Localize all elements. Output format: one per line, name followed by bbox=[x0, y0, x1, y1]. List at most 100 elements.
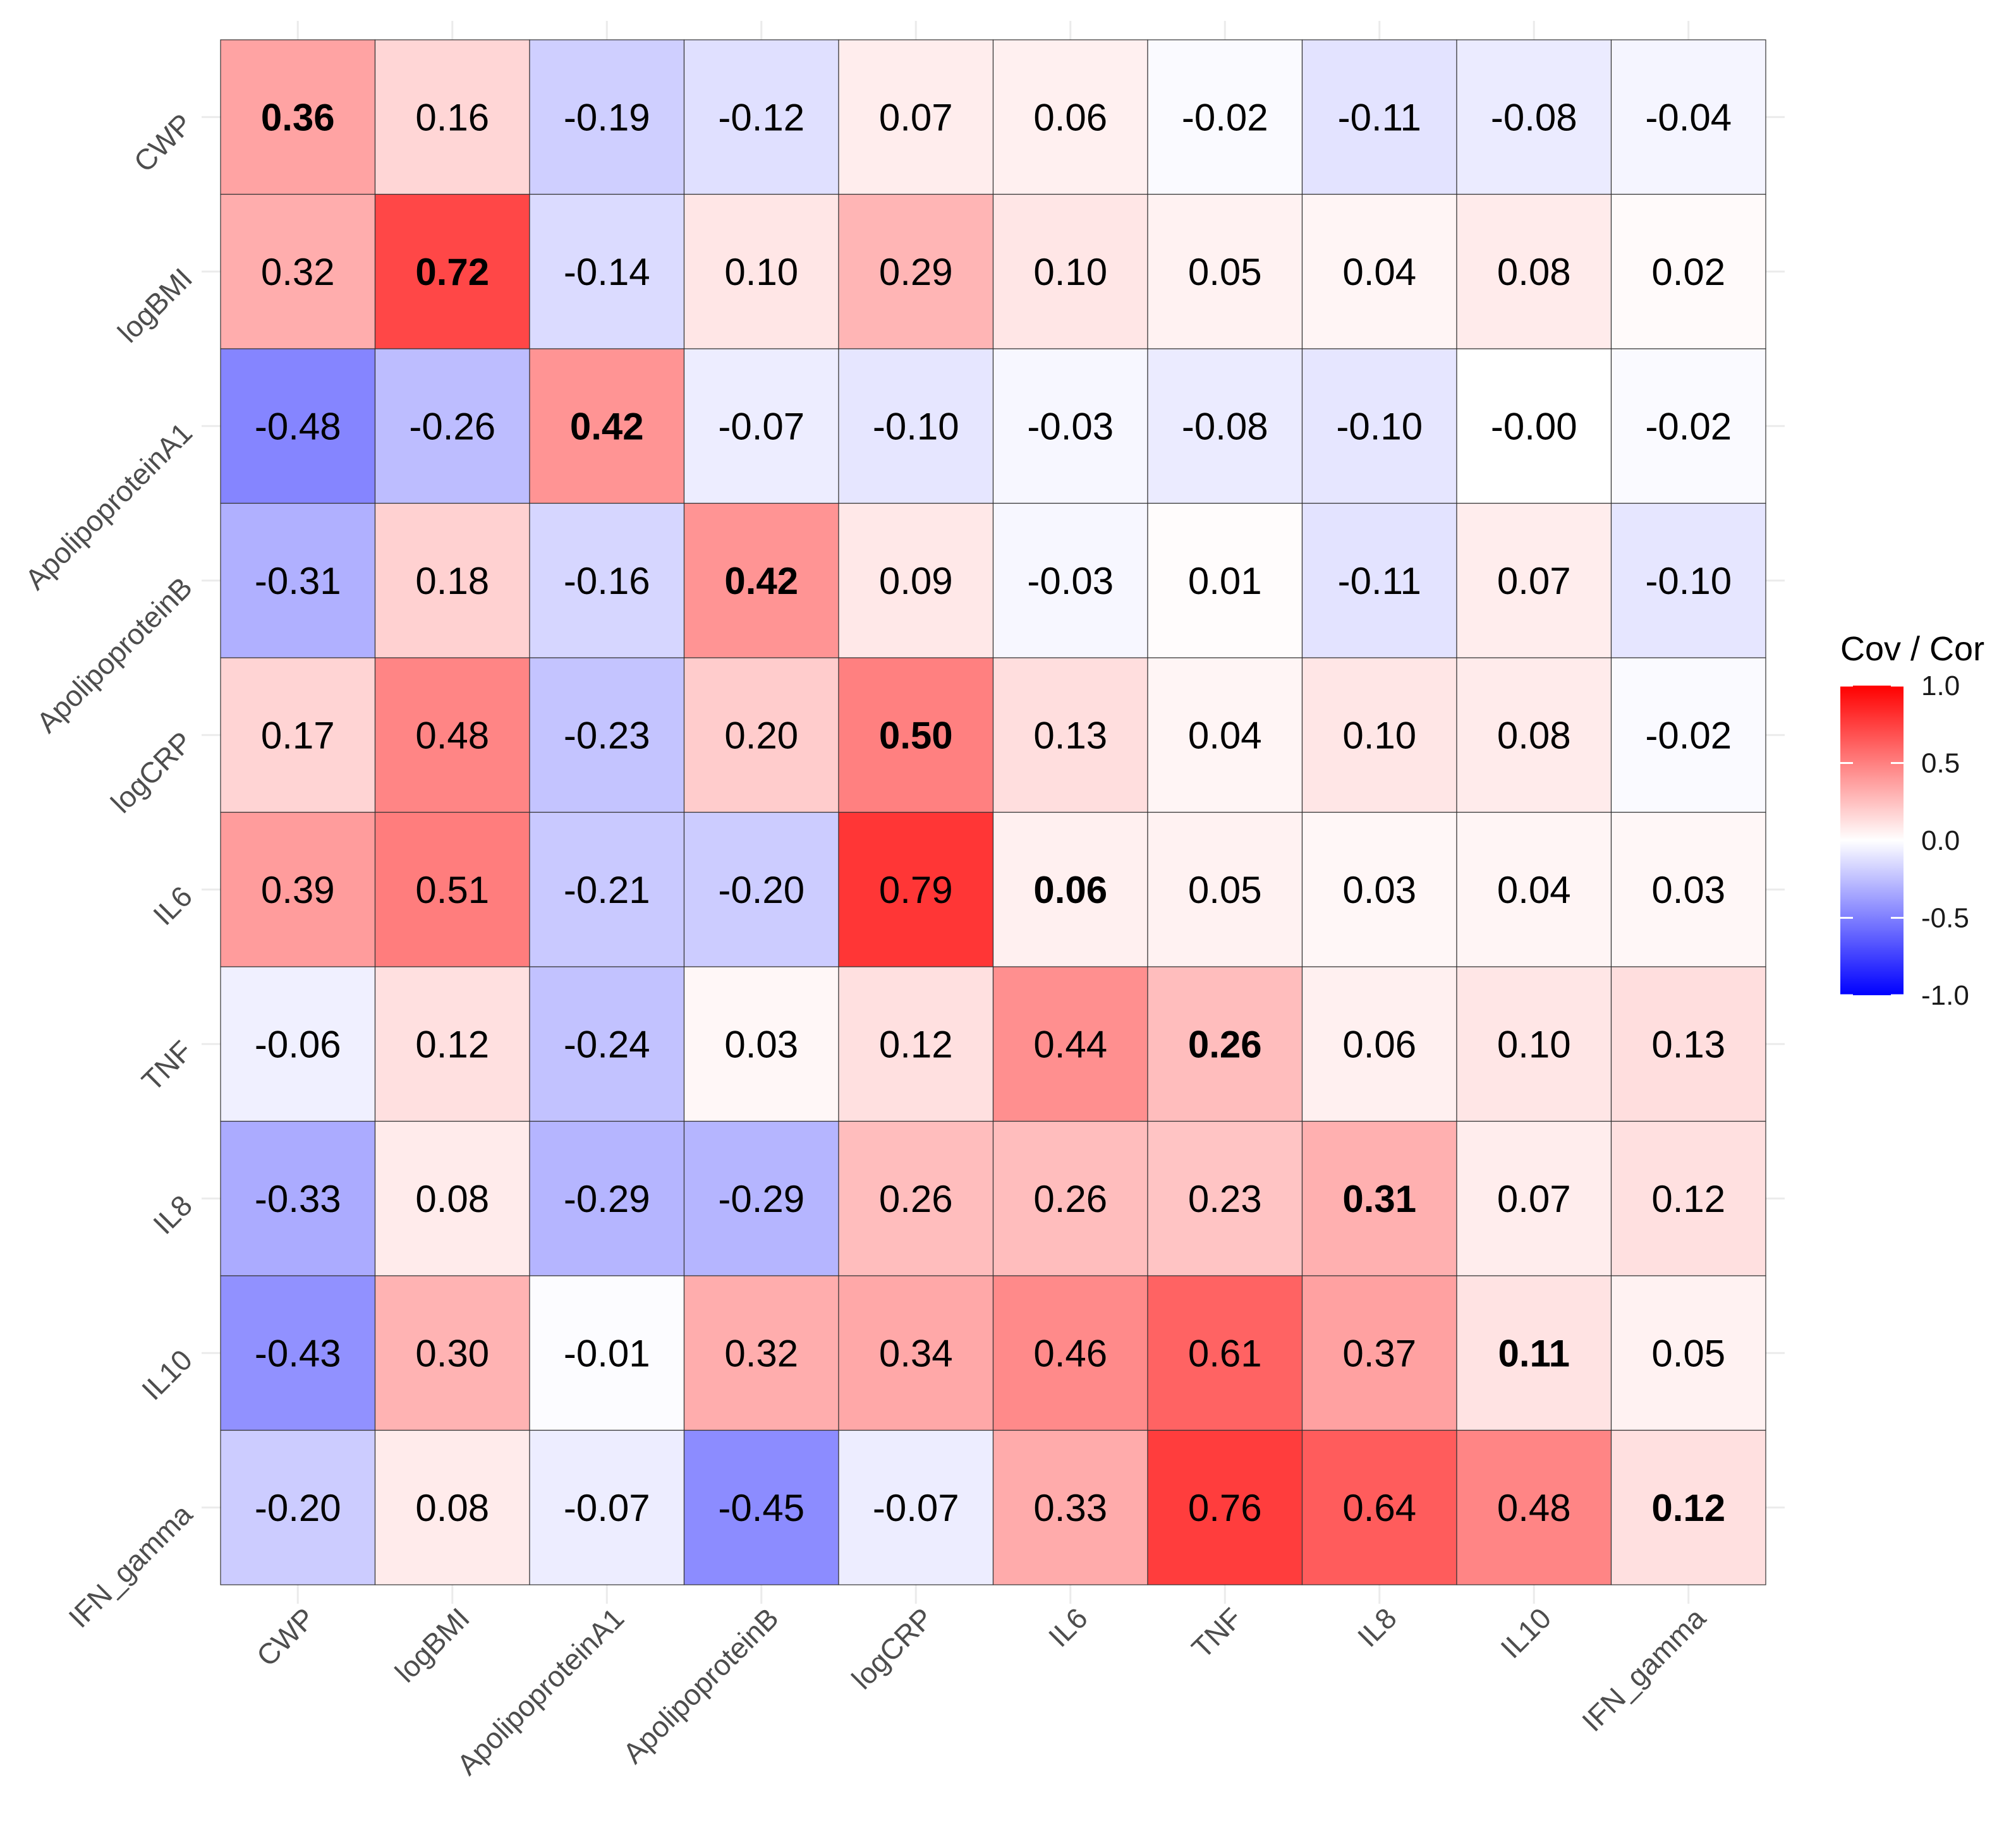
cell-value-label: 0.05 bbox=[1188, 251, 1262, 293]
cell-value-label: 0.04 bbox=[1342, 251, 1416, 293]
heatmap-cell bbox=[1147, 1275, 1303, 1431]
heatmap-cell bbox=[1147, 348, 1303, 504]
cell-value-label: 0.39 bbox=[261, 869, 335, 911]
cell-value-label: 0.76 bbox=[1188, 1487, 1262, 1529]
cell-value-label: 0.06 bbox=[1342, 1023, 1416, 1065]
heatmap-cell bbox=[374, 502, 530, 658]
cell-value-label: 0.09 bbox=[879, 560, 953, 602]
heatmap-cell bbox=[220, 966, 376, 1122]
cell-value-label: 0.01 bbox=[1188, 560, 1262, 602]
heatmap-cell bbox=[683, 1429, 839, 1585]
heatmap-cell bbox=[1610, 657, 1766, 813]
cell-value-label: 0.42 bbox=[724, 560, 798, 602]
heatmap-cell bbox=[838, 1275, 994, 1431]
cell-value-label: 0.07 bbox=[1497, 560, 1571, 602]
heatmap-cell bbox=[1301, 811, 1457, 967]
heatmap-cell bbox=[683, 966, 839, 1122]
heatmap-cell bbox=[1301, 348, 1457, 504]
cell-value-label: -0.16 bbox=[564, 560, 650, 602]
heatmap-cell bbox=[220, 348, 376, 504]
cell-value-label: -0.11 bbox=[1338, 560, 1421, 602]
heatmap-cell bbox=[220, 1429, 376, 1585]
cell-value-label: -0.01 bbox=[564, 1332, 650, 1374]
legend-title: Cov / Cor bbox=[1840, 630, 1984, 668]
x-axis: CWP logBMIApolipoproteinA1ApolipoproteinB… bbox=[250, 1601, 1712, 1781]
heatmap-cell bbox=[1147, 657, 1303, 813]
heatmap-cell bbox=[1610, 39, 1766, 195]
cell-value-label: 0.08 bbox=[1497, 251, 1571, 293]
cell-value-label: 0.72 bbox=[415, 251, 489, 293]
heatmap-cell bbox=[683, 1120, 839, 1276]
heatmap-cell bbox=[1301, 193, 1457, 349]
cell-value-label: 0.26 bbox=[879, 1178, 953, 1220]
cell-value-label: -0.07 bbox=[564, 1487, 650, 1529]
heatmap-cell bbox=[374, 1275, 530, 1431]
cell-value-label: 0.06 bbox=[1033, 869, 1107, 911]
x-tick-label: IL10 bbox=[1494, 1601, 1557, 1664]
cell-value-label: -0.43 bbox=[255, 1332, 341, 1374]
heatmap-cells bbox=[220, 39, 1766, 1585]
cell-value-label: -0.29 bbox=[718, 1178, 805, 1220]
cell-value-label: 0.16 bbox=[415, 96, 489, 138]
heatmap-cell bbox=[529, 1429, 685, 1585]
heatmap-cell bbox=[992, 657, 1148, 813]
cell-value-label: 0.10 bbox=[724, 251, 798, 293]
cell-value-label: -0.00 bbox=[1491, 405, 1577, 447]
y-axis: CWP logBMI ApolipoproteinA1ApolipoproteinB… bbox=[19, 107, 199, 1634]
heatmap-cell bbox=[374, 193, 530, 349]
heatmap-cell bbox=[374, 657, 530, 813]
cell-value-label: 0.31 bbox=[1342, 1178, 1416, 1220]
cell-value-label: 0.13 bbox=[1651, 1023, 1725, 1065]
heatmap-cell bbox=[1456, 348, 1612, 504]
cell-value-label: 0.32 bbox=[724, 1332, 798, 1374]
color-legend: Cov / Cor 1.0 0.5 0.0 -0.5 -1.0 bbox=[1840, 630, 1984, 1011]
heatmap-cell bbox=[992, 1120, 1148, 1276]
heatmap-cell bbox=[1456, 193, 1612, 349]
cell-value-label: 0.18 bbox=[415, 560, 489, 602]
cell-value-label: 0.03 bbox=[1342, 869, 1416, 911]
x-tick-label: CWP bbox=[250, 1601, 322, 1673]
heatmap-cell bbox=[1456, 502, 1612, 658]
y-tick-label: TNF bbox=[135, 1034, 198, 1098]
heatmap-cell bbox=[683, 1275, 839, 1431]
cell-value-label: 0.26 bbox=[1033, 1178, 1107, 1220]
cell-value-label: 0.13 bbox=[1033, 714, 1107, 756]
cell-value-label: -0.10 bbox=[1645, 560, 1732, 602]
cell-value-label: -0.03 bbox=[1027, 405, 1114, 447]
heatmap-cell bbox=[1610, 1120, 1766, 1276]
y-tick-label: IL8 bbox=[147, 1189, 198, 1240]
heatmap-cell bbox=[1147, 502, 1303, 658]
heatmap-cell bbox=[220, 193, 376, 349]
cell-value-label: 0.50 bbox=[879, 714, 953, 756]
cell-value-label: 0.07 bbox=[879, 96, 953, 138]
x-tick-label: ApolipoproteinB bbox=[616, 1601, 784, 1769]
cell-value-label: 0.12 bbox=[879, 1023, 953, 1065]
heatmap-cell bbox=[683, 39, 839, 195]
cell-value-label: -0.08 bbox=[1491, 96, 1577, 138]
cell-value-label: 0.12 bbox=[1651, 1487, 1725, 1529]
heatmap-cell bbox=[1610, 502, 1766, 658]
cell-value-label: -0.03 bbox=[1027, 560, 1114, 602]
x-tick-label: IL8 bbox=[1351, 1601, 1403, 1653]
cell-value-label: -0.06 bbox=[255, 1023, 341, 1065]
heatmap-cell bbox=[374, 811, 530, 967]
heatmap-cell bbox=[992, 966, 1148, 1122]
heatmap-cell bbox=[838, 502, 994, 658]
heatmap-cell bbox=[1610, 1275, 1766, 1431]
heatmap-cell bbox=[529, 39, 685, 195]
cell-value-label: 0.20 bbox=[724, 714, 798, 756]
cell-value-label: 0.32 bbox=[261, 251, 335, 293]
heatmap-cell bbox=[838, 348, 994, 504]
cell-value-label: -0.31 bbox=[255, 560, 341, 602]
heatmap-cell bbox=[1456, 1429, 1612, 1585]
cell-value-label: -0.29 bbox=[564, 1178, 650, 1220]
cell-value-label: 0.36 bbox=[261, 96, 335, 138]
cell-value-label: -0.08 bbox=[1182, 405, 1268, 447]
x-tick-label: IL6 bbox=[1042, 1601, 1094, 1653]
cell-value-label: -0.04 bbox=[1645, 96, 1732, 138]
cell-value-label: 0.04 bbox=[1497, 869, 1571, 911]
cell-value-label: 0.04 bbox=[1188, 714, 1262, 756]
heatmap-cell bbox=[1147, 966, 1303, 1122]
cell-value-label: 0.64 bbox=[1342, 1487, 1416, 1529]
